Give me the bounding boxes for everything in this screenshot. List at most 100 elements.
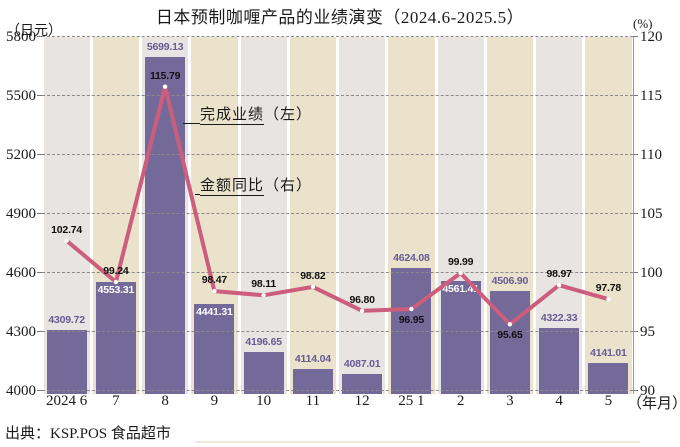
annotation-line-series: 金额同比（右） — [195, 174, 313, 196]
annotation-underlined-text: 金额同比 — [200, 178, 265, 196]
bar — [243, 352, 284, 394]
left-axis-tick-label: 5800 — [6, 29, 36, 45]
left-axis-tick — [37, 154, 42, 155]
right-axis-tick-label: 105 — [640, 206, 663, 222]
line-value-label: 98.11 — [251, 278, 276, 291]
bar — [145, 56, 186, 394]
x-axis-tick-label: 3 — [506, 393, 514, 409]
line-point-marker — [458, 270, 463, 276]
plot-band — [289, 37, 336, 394]
bar — [588, 363, 629, 394]
left-axis-tick-label: 4600 — [6, 265, 36, 281]
bar-value-label: 4114.04 — [294, 352, 331, 365]
annotation-text: （左） — [264, 107, 313, 123]
left-axis-tick-label: 4300 — [6, 324, 36, 340]
right-axis-tick-label: 95 — [640, 324, 655, 340]
right-axis-tick-label: 115 — [640, 88, 662, 104]
line-value-label: 98.97 — [546, 268, 572, 281]
left-axis-tick — [37, 95, 42, 96]
bar-value-label: 5699.13 — [146, 40, 184, 53]
x-axis-tick-label: 7 — [112, 393, 120, 409]
annotation-text: （右） — [264, 178, 313, 194]
right-axis-tick — [633, 390, 638, 391]
bar-value-label: 4553.31 — [97, 284, 135, 297]
gridline — [42, 272, 633, 273]
line-point-marker — [507, 322, 513, 327]
bar-value-label: 4624.08 — [393, 252, 430, 265]
line-point-marker — [310, 284, 316, 290]
plot-band — [240, 37, 287, 394]
x-axis-tick-label: 9 — [210, 393, 219, 409]
annotation-leader-line — [195, 176, 200, 195]
x-axis-tick-label: 2 — [456, 393, 465, 409]
left-axis-tick — [37, 331, 42, 332]
line-value-label: 102.74 — [51, 223, 83, 236]
left-axis-unit: （日元） — [6, 24, 62, 39]
left-axis-tick — [37, 36, 42, 37]
gridline — [42, 331, 633, 332]
right-axis-tick — [633, 331, 638, 332]
line-value-label: 97.78 — [595, 282, 622, 295]
x-axis-tick-label: 8 — [161, 393, 169, 409]
right-axis-tick-label: 90 — [640, 383, 655, 399]
trend-line — [65, 84, 609, 327]
right-axis-tick — [633, 36, 638, 37]
gridline — [42, 213, 633, 214]
bar — [292, 368, 333, 394]
bar — [342, 373, 383, 394]
bar-value-label: 4087.01 — [343, 357, 381, 370]
right-axis-tick-label: 100 — [640, 265, 663, 281]
right-axis-tick — [633, 272, 638, 273]
line-value-label: 115.79 — [149, 69, 181, 82]
bottom-edge-artifact — [195, 441, 640, 443]
left-axis-tick-label: 5200 — [6, 147, 36, 163]
bar-value-label: 4561.41 — [442, 282, 479, 295]
right-axis-tick-label: 120 — [640, 29, 663, 45]
bar-value-label: 4309.72 — [48, 314, 85, 327]
x-axis-tick-label: 4 — [555, 393, 563, 409]
annotation-bar-series: 完成业绩（左） — [183, 103, 313, 125]
bar-value-label: 4506.90 — [491, 275, 529, 288]
bar — [539, 327, 580, 394]
gridline — [42, 390, 633, 391]
line-point-marker — [409, 306, 414, 312]
bar-value-label: 4441.31 — [196, 306, 233, 319]
bar — [194, 304, 235, 394]
line-point-marker — [606, 297, 611, 302]
gridline — [42, 95, 633, 96]
x-axis-tick-label: 11 — [305, 393, 321, 409]
line-value-label: 98.47 — [201, 274, 228, 287]
source-note: 出典：KSP.POS 食品超市 — [5, 426, 171, 442]
x-axis-tick-label: 2024 6 — [46, 393, 88, 409]
right-axis-tick — [633, 154, 638, 155]
line-value-label: 99.24 — [103, 264, 129, 277]
bar — [95, 282, 136, 394]
right-axis-unit: (%) — [633, 16, 653, 31]
plot-band — [339, 37, 386, 394]
line-value-label: 95.65 — [497, 329, 523, 342]
line-value-label: 96.95 — [398, 313, 425, 326]
right-axis-tick — [633, 95, 638, 96]
gridline — [42, 154, 633, 155]
line-point-marker — [113, 279, 119, 285]
right-axis-line — [633, 37, 634, 394]
left-axis-tick-label: 4900 — [6, 206, 36, 222]
bar — [440, 280, 481, 394]
line-point-marker — [64, 238, 69, 243]
bar-value-label: 4322.33 — [540, 311, 578, 324]
annotation-underlined-text: 完成业绩 — [200, 107, 265, 125]
line-point-marker — [212, 288, 217, 294]
line-point-marker — [162, 84, 168, 89]
left-axis-tick-label: 4000 — [6, 383, 36, 399]
line-point-marker — [359, 308, 365, 313]
x-axis-tick-label: 5 — [604, 393, 613, 409]
right-axis-tick — [633, 213, 638, 214]
bar-value-label: 4196.65 — [245, 336, 282, 349]
left-axis-tick-label: 5500 — [6, 88, 36, 104]
line-point-marker — [261, 293, 266, 298]
line-value-label: 98.82 — [300, 269, 326, 282]
page-title: 日本预制咖喱产品的业绩演变（2024.6-2025.5） — [155, 8, 525, 27]
annotation-leader-line — [183, 105, 200, 124]
